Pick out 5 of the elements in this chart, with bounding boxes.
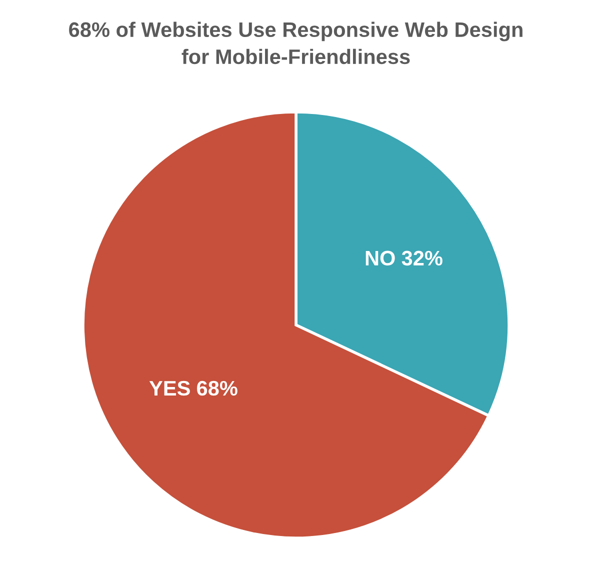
data-label: 32% xyxy=(402,250,442,266)
chart-title: 68% of Websites Use Responsive Web Design for Mobile-Friendliness xyxy=(69,22,522,64)
slice-label: NO xyxy=(366,250,395,266)
data-label: 68% xyxy=(197,380,238,396)
slice-label: YES xyxy=(149,380,190,396)
